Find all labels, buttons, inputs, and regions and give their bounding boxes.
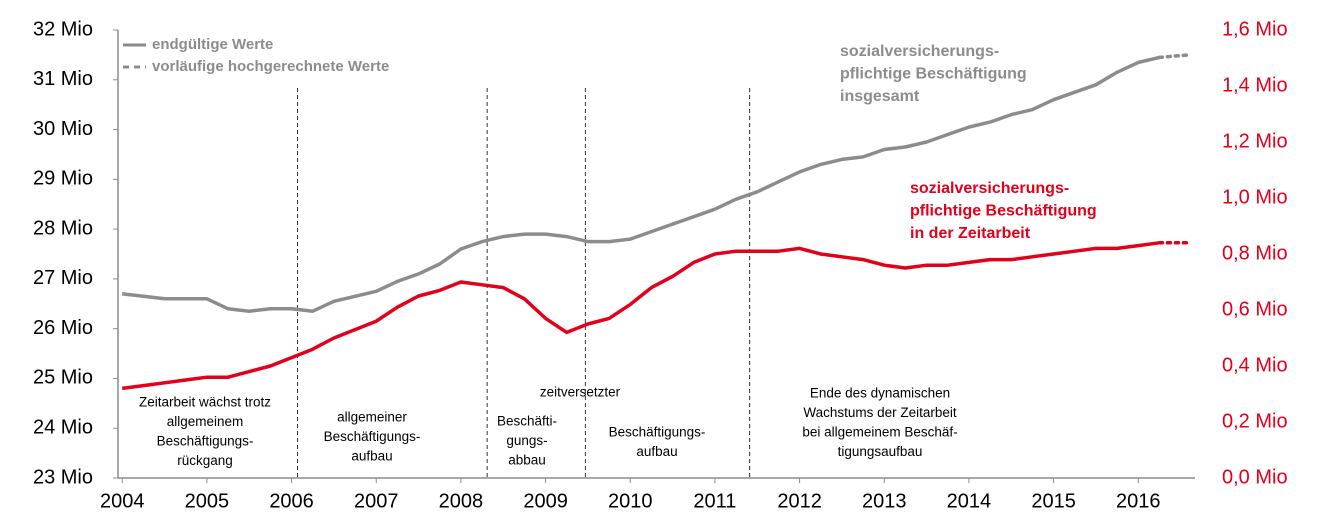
period-label: Wachstums der Zeitarbeit — [803, 405, 957, 420]
y2-tick-label: 1,0 Mio — [1222, 186, 1288, 208]
y2-tick-label: 1,2 Mio — [1222, 130, 1288, 152]
y2-tick-label: 0,4 Mio — [1222, 354, 1288, 376]
legend-label: endgültige Werte — [152, 36, 273, 53]
y2-tick-label: 0,0 Mio — [1222, 466, 1288, 488]
period-label: tigungsaufbau — [838, 444, 923, 459]
x-tick-label: 2016 — [1116, 490, 1161, 512]
y-tick-label: 31 Mio — [33, 68, 93, 90]
y-tick-label: 25 Mio — [33, 367, 93, 389]
y-tick-label: 24 Mio — [33, 417, 93, 439]
x-tick-label: 2009 — [523, 490, 568, 512]
y2-tick-label: 1,6 Mio — [1222, 18, 1288, 40]
x-tick-label: 2006 — [269, 490, 314, 512]
y-tick-label: 32 Mio — [33, 18, 93, 40]
x-tick-label: 2010 — [608, 490, 653, 512]
period-label: allgemeiner — [337, 410, 407, 425]
period-label: Ende des dynamischen — [810, 386, 950, 401]
period-label: Beschäftigungs- — [157, 434, 254, 449]
series-label: sozialversicherungs- — [840, 43, 999, 60]
period-label: abbau — [508, 453, 546, 468]
period-label: gungs- — [506, 433, 547, 448]
y-tick-label: 30 Mio — [33, 118, 93, 140]
series-label: pflichtige Beschäftigung — [910, 203, 1097, 220]
series-label: sozialversicherungs- — [910, 180, 1069, 197]
period-label: aufbau — [351, 449, 392, 464]
x-tick-label: 2008 — [439, 490, 484, 512]
series-label: pflichtige Beschäftigung — [840, 66, 1027, 83]
x-tick-label: 2005 — [185, 490, 230, 512]
y2-tick-label: 0,8 Mio — [1222, 242, 1288, 264]
period-label: Zeitarbeit wächst trotz — [139, 395, 271, 410]
series-line — [1157, 53, 1191, 60]
y-tick-label: 27 Mio — [33, 267, 93, 289]
y-tick-label: 23 Mio — [33, 466, 93, 488]
x-tick-label: 2007 — [354, 490, 399, 512]
legend-label: vorläufige hochgerechnete Werte — [152, 58, 389, 75]
x-tick-label: 2004 — [100, 490, 145, 512]
series-line — [121, 241, 1160, 391]
x-tick-label: 2015 — [1031, 490, 1076, 512]
x-tick-label: 2012 — [777, 490, 822, 512]
x-tick-label: 2014 — [947, 490, 992, 512]
y2-tick-label: 0,6 Mio — [1222, 298, 1288, 320]
period-label: bei allgemeinem Beschäf- — [802, 425, 957, 440]
period-label: Beschäftigungs- — [609, 425, 706, 440]
y2-tick-label: 0,2 Mio — [1222, 410, 1288, 432]
x-tick-label: 2011 — [693, 490, 736, 512]
y-tick-label: 26 Mio — [33, 317, 93, 339]
y2-tick-label: 1,4 Mio — [1222, 74, 1288, 96]
period-label: Beschäfti- — [497, 414, 557, 429]
series-label: in der Zeitarbeit — [910, 225, 1031, 242]
period-label: rückgang — [177, 453, 233, 468]
period-label: aufbau — [636, 444, 677, 459]
period-label: allgemeinem — [167, 414, 244, 429]
series-line — [121, 55, 1160, 313]
period-note: zeitversetzter — [540, 385, 621, 400]
x-tick-label: 2013 — [862, 490, 907, 512]
period-label: Beschäftigungs- — [324, 429, 421, 444]
y-tick-label: 29 Mio — [33, 168, 93, 190]
series-label: insgesamt — [840, 88, 920, 105]
y-tick-label: 28 Mio — [33, 217, 93, 239]
